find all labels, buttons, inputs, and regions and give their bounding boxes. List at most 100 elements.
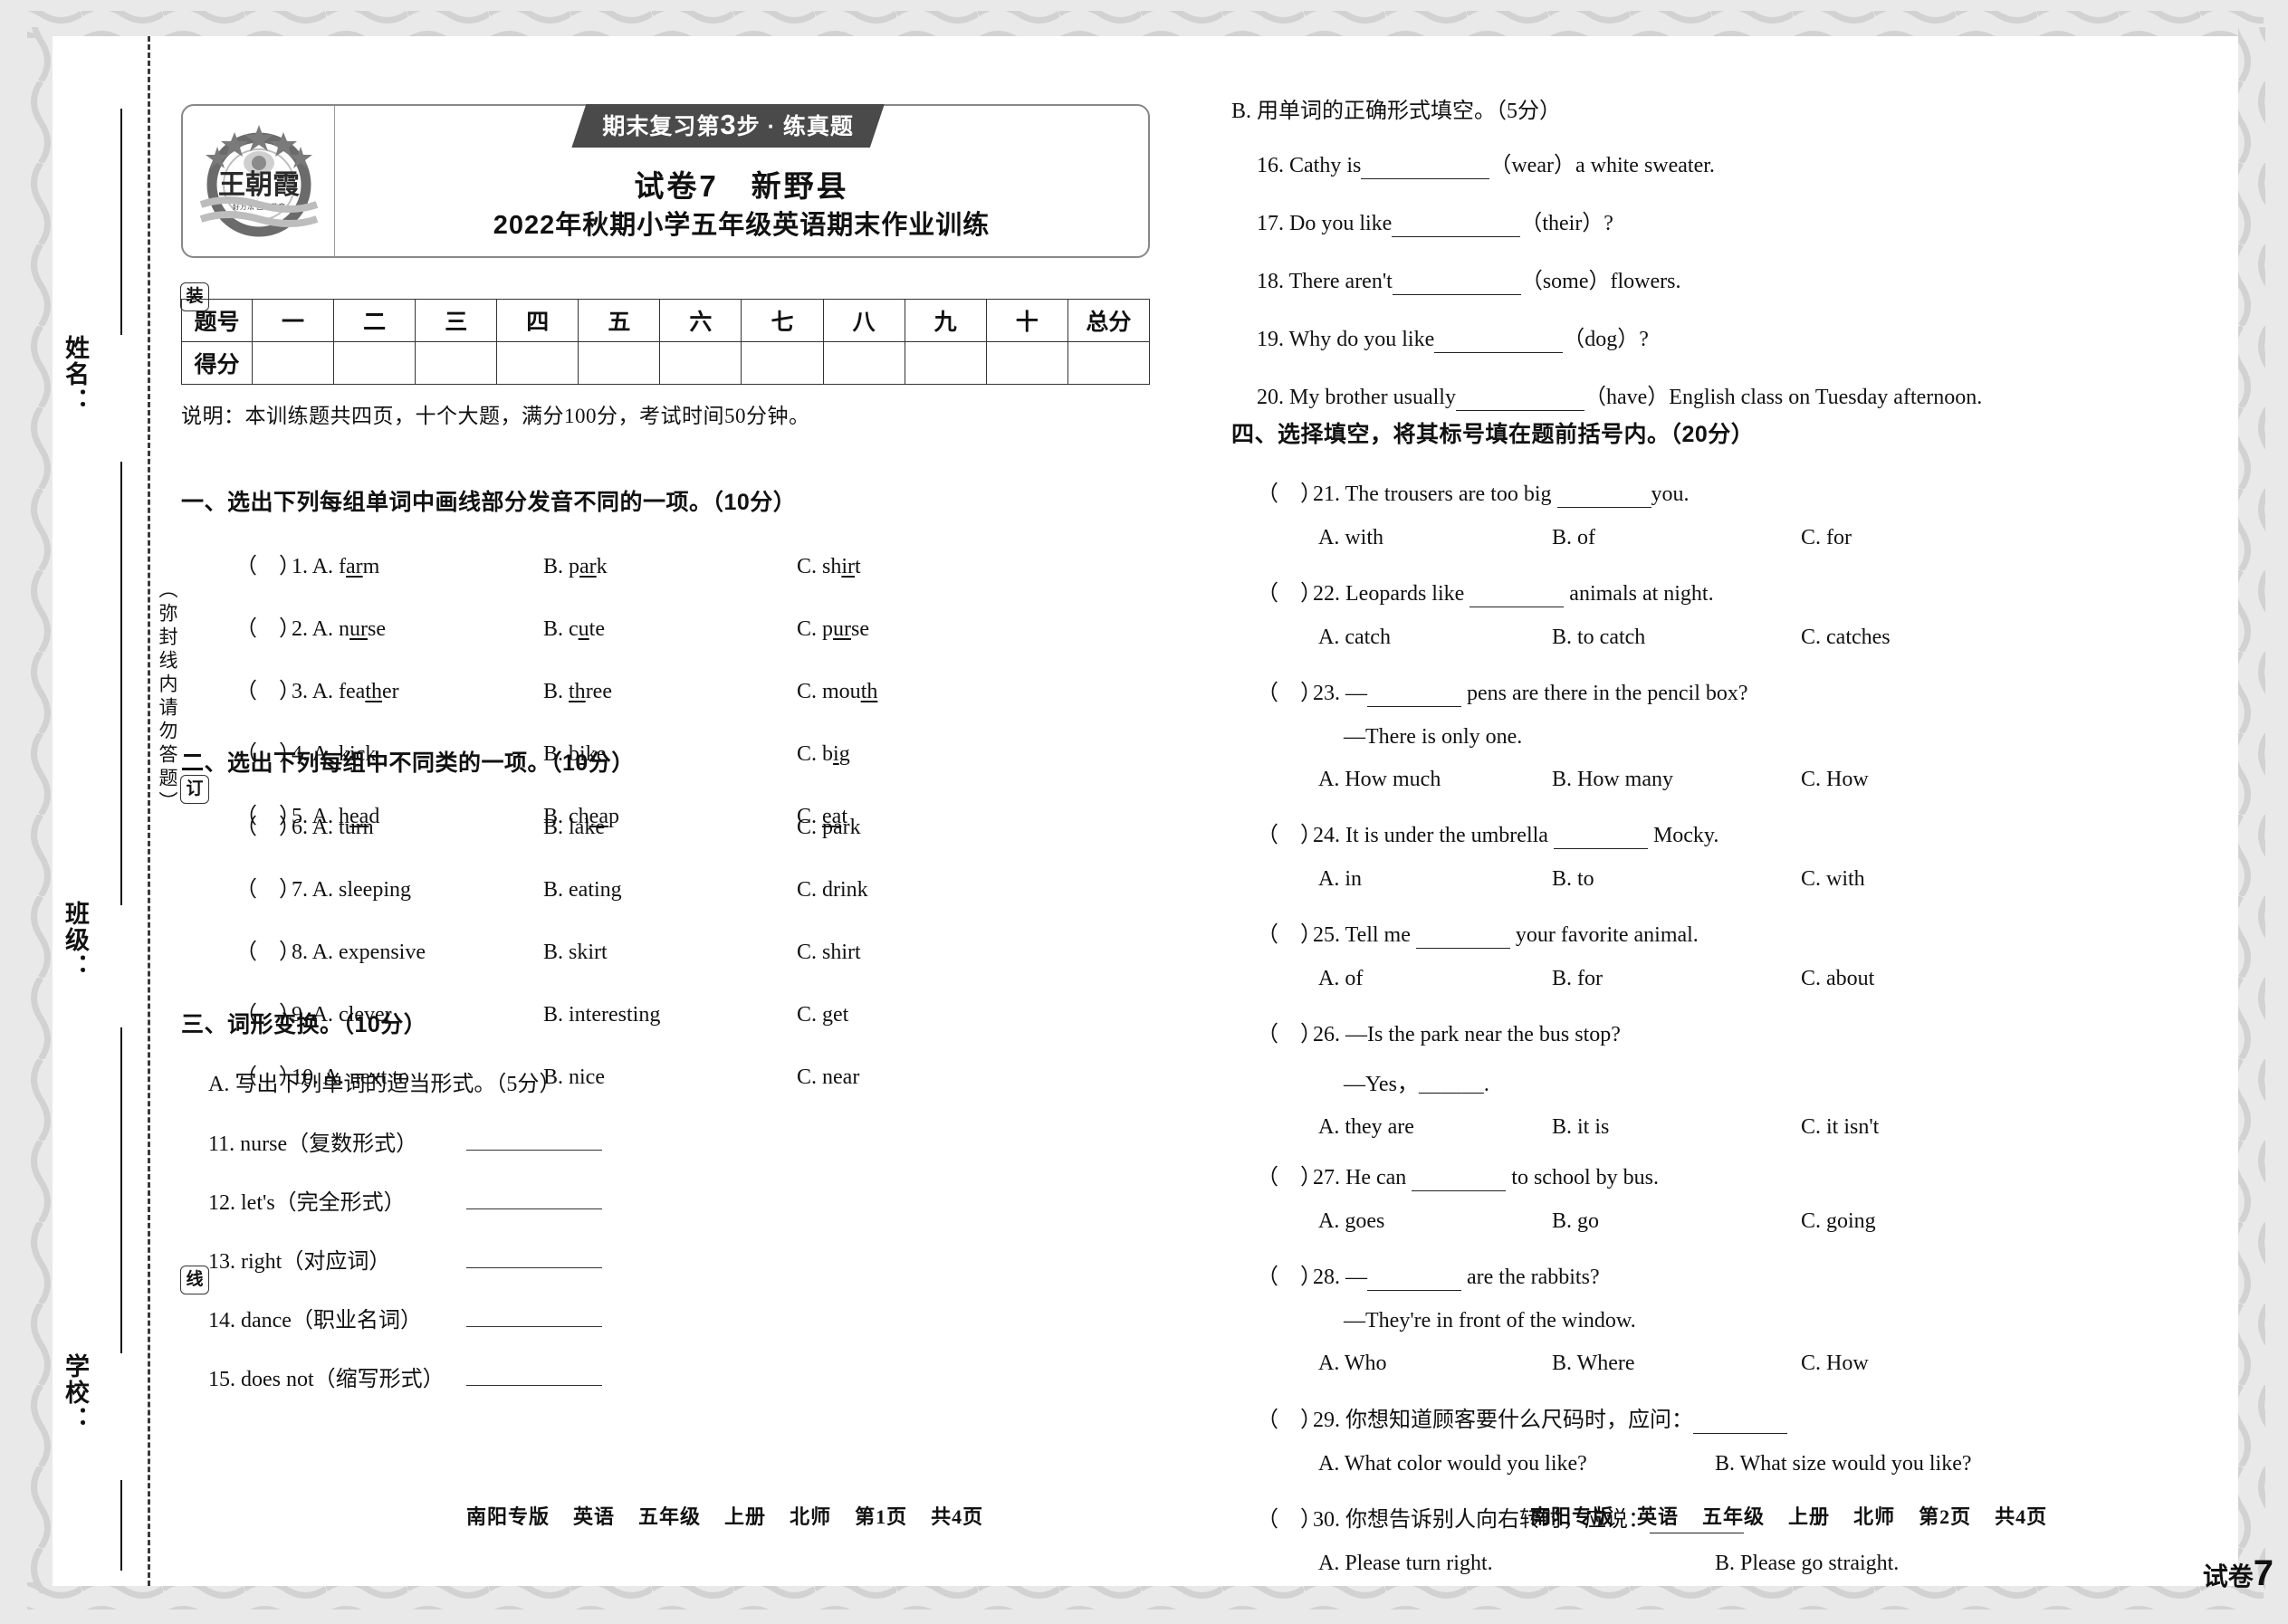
item-20-blank[interactable] <box>1455 386 1584 411</box>
q2-option-c[interactable]: C. purse <box>797 617 870 641</box>
q26-option-a[interactable]: A. they are <box>1318 1115 1414 1139</box>
q24-option-a[interactable]: A. in <box>1318 867 1362 891</box>
q7-option-c[interactable]: C. drink <box>797 878 868 902</box>
word-form-item-14[interactable]: 14. dance（职业名词） <box>208 1302 1177 1333</box>
mc-question-23[interactable]: （ ） 23. — pens are there in the pencil b… <box>1257 674 2209 707</box>
q24-answer-paren[interactable]: （ ） <box>1257 824 1322 847</box>
word-form-item-13[interactable]: 13. right（对应词） <box>208 1243 1177 1275</box>
q24-option-c[interactable]: C. with <box>1801 867 1865 891</box>
q8-option-b[interactable]: B. skirt <box>543 941 608 964</box>
q25-answer-paren[interactable]: （ ） <box>1257 923 1322 947</box>
q1-option-c[interactable]: C. shirt <box>797 555 861 578</box>
q23-option-c[interactable]: C. How <box>1801 768 1869 791</box>
q3-option-b[interactable]: B. three <box>543 680 612 703</box>
score-cell-4[interactable] <box>578 341 661 385</box>
item-17-blank[interactable] <box>1392 212 1521 237</box>
q1-answer-paren[interactable]: （ ） <box>235 555 301 578</box>
item-12-answer-line[interactable] <box>466 1208 602 1209</box>
q3-option-c[interactable]: C. mouth <box>797 680 878 703</box>
item-16-blank[interactable] <box>1361 154 1490 179</box>
fill-blank-item-19[interactable]: 19. Why do you like （dog）? <box>1257 320 2235 353</box>
question-row-6[interactable]: （ ） 6. A. turn B. lake C. park <box>235 808 1177 840</box>
q25-option-b[interactable]: B. for <box>1552 967 1603 990</box>
score-cell-6[interactable] <box>741 341 824 385</box>
mc-question-25[interactable]: （ ） 25. Tell me your favorite animal. <box>1257 916 2209 949</box>
score-cell-10[interactable] <box>1067 341 1151 385</box>
q28-answer-paren[interactable]: （ ） <box>1257 1266 1322 1289</box>
score-cell-1[interactable] <box>333 341 416 385</box>
q27-option-c[interactable]: C. going <box>1801 1209 1876 1233</box>
q3-answer-paren[interactable]: （ ） <box>235 680 301 703</box>
mc-question-21[interactable]: （ ） 21. The trousers are too big you. <box>1257 475 2209 508</box>
score-cell-5[interactable] <box>659 341 742 385</box>
q23-option-a[interactable]: A. How much <box>1318 768 1441 791</box>
question-row-1[interactable]: （ ） 1. A. farm B. park C. shirt <box>235 548 1177 579</box>
score-cell-9[interactable] <box>985 341 1068 385</box>
q6-option-c[interactable]: C. park <box>797 816 861 839</box>
item-19-blank[interactable] <box>1434 328 1564 353</box>
q27-answer-paren[interactable]: （ ） <box>1257 1166 1322 1189</box>
word-form-item-11[interactable]: 11. nurse（复数形式） <box>208 1125 1177 1157</box>
q8-option-c[interactable]: C. shirt <box>797 941 861 964</box>
word-form-item-12[interactable]: 12. let's（完全形式） <box>208 1184 1177 1216</box>
item-13-answer-line[interactable] <box>466 1267 602 1268</box>
q28-option-b[interactable]: B. Where <box>1552 1352 1635 1375</box>
word-form-item-15[interactable]: 15. does not（缩写形式） <box>208 1361 1177 1392</box>
q30-option-b[interactable]: B. Please go straight. <box>1715 1552 1900 1575</box>
q7-option-b[interactable]: B. eating <box>543 878 622 902</box>
fill-blank-item-17[interactable]: 17. Do you like （their）? <box>1257 205 2235 237</box>
item-18-blank[interactable] <box>1392 270 1521 295</box>
mc-question-22[interactable]: （ ） 22. Leopards like animals at night. <box>1257 575 2209 607</box>
score-cell-8[interactable] <box>904 341 987 385</box>
q22-answer-paren[interactable]: （ ） <box>1257 582 1322 606</box>
question-row-8[interactable]: （ ） 8. A. expensive B. skirt C. shirt <box>235 933 1177 965</box>
fill-blank-item-16[interactable]: 16. Cathy is （wear）a white sweater. <box>1257 147 2235 179</box>
mc-question-27[interactable]: （ ） 27. He can to school by bus. <box>1257 1159 2209 1191</box>
mc-question-24[interactable]: （ ） 24. It is under the umbrella Mocky. <box>1257 817 2209 849</box>
q25-option-a[interactable]: A. of <box>1318 967 1364 990</box>
q1-option-b[interactable]: B. park <box>543 555 608 578</box>
q26-answer-paren[interactable]: （ ） <box>1257 1023 1322 1046</box>
question-row-3[interactable]: （ ） 3. A. feather B. three C. mouth <box>235 673 1177 704</box>
q7-option-a[interactable]: 7. A. sleeping <box>292 878 411 902</box>
score-cell-3[interactable] <box>496 341 579 385</box>
q29-option-b[interactable]: B. What size would you like? <box>1715 1452 1972 1476</box>
q28-option-c[interactable]: C. How <box>1801 1352 1869 1375</box>
q30-answer-paren[interactable]: （ ） <box>1257 1508 1322 1532</box>
item-14-answer-line[interactable] <box>466 1326 602 1327</box>
q26-option-b[interactable]: B. it is <box>1552 1115 1610 1139</box>
mc-question-29[interactable]: （ ） 29. 你想知道顾客要什么尺码时，应问： <box>1257 1401 2209 1434</box>
q29-answer-paren[interactable]: （ ） <box>1257 1409 1322 1432</box>
q23-option-b[interactable]: B. How many <box>1552 768 1673 791</box>
q6-option-a[interactable]: 6. A. turn <box>292 816 374 839</box>
item-11-answer-line[interactable] <box>466 1150 602 1151</box>
q6-option-b[interactable]: B. lake <box>543 816 605 839</box>
q27-option-b[interactable]: B. go <box>1552 1209 1600 1233</box>
q22-option-c[interactable]: C. catches <box>1801 626 1891 649</box>
q6-answer-paren[interactable]: （ ） <box>235 816 301 839</box>
q8-option-a[interactable]: 8. A. expensive <box>292 941 426 964</box>
q27-option-a[interactable]: A. goes <box>1318 1209 1385 1233</box>
q21-option-c[interactable]: C. for <box>1801 526 1852 549</box>
q2-answer-paren[interactable]: （ ） <box>235 617 301 641</box>
score-cell-0[interactable] <box>251 341 335 385</box>
q22-option-b[interactable]: B. to catch <box>1552 626 1646 649</box>
question-row-2[interactable]: （ ） 2. A. nurse B. cute C. purse <box>235 610 1177 642</box>
mc-question-28[interactable]: （ ） 28. — are the rabbits? <box>1257 1258 2209 1291</box>
q22-option-a[interactable]: A. catch <box>1318 626 1391 649</box>
q21-option-a[interactable]: A. with <box>1318 526 1383 549</box>
mc-question-26[interactable]: （ ） 26. —Is the park near the bus stop? <box>1257 1016 2209 1047</box>
question-row-7[interactable]: （ ） 7. A. sleeping B. eating C. drink <box>235 871 1177 903</box>
q23-answer-paren[interactable]: （ ） <box>1257 682 1322 705</box>
item-15-answer-line[interactable] <box>466 1385 602 1386</box>
q24-option-b[interactable]: B. to <box>1552 867 1594 891</box>
q28-option-a[interactable]: A. Who <box>1318 1352 1387 1375</box>
q1-option-a[interactable]: 1. A. farm <box>292 555 380 578</box>
q21-answer-paren[interactable]: （ ） <box>1257 482 1322 506</box>
q7-answer-paren[interactable]: （ ） <box>235 878 301 902</box>
q3-option-a[interactable]: 3. A. feather <box>292 680 399 703</box>
score-cell-2[interactable] <box>415 341 498 385</box>
fill-blank-item-20[interactable]: 20. My brother usually （have）English cla… <box>1257 378 2235 411</box>
q29-option-a[interactable]: A. What color would you like? <box>1318 1452 1587 1476</box>
q30-option-a[interactable]: A. Please turn right. <box>1318 1552 1493 1575</box>
